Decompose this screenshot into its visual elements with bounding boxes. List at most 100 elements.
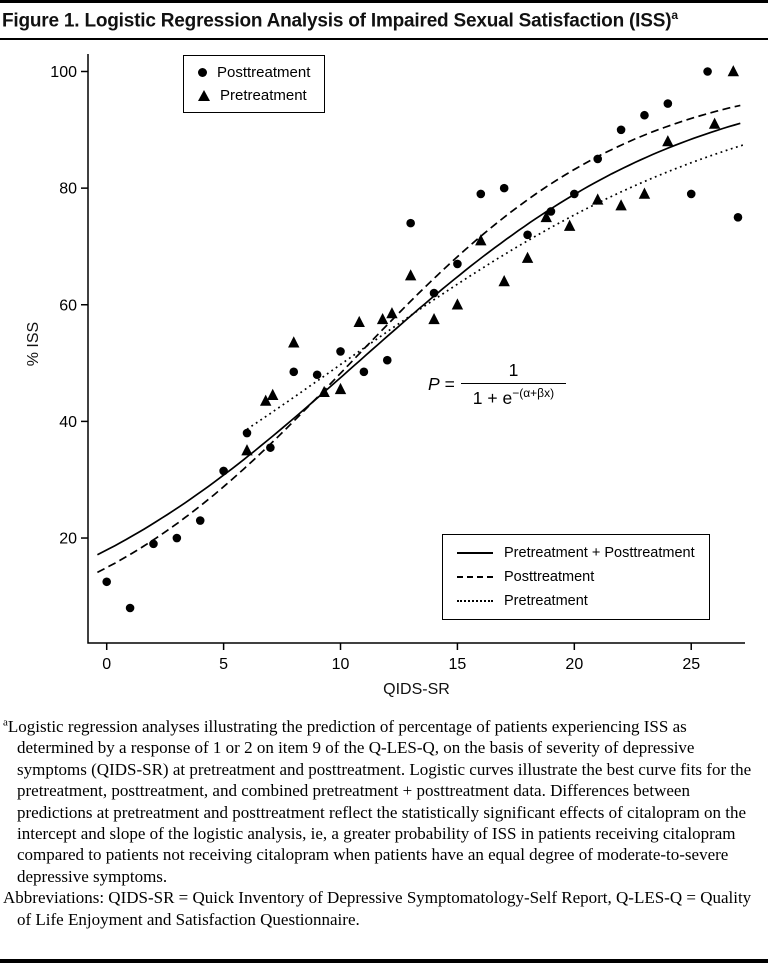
posttreatment-point	[476, 189, 486, 199]
posttreatment-point	[312, 370, 322, 380]
x-tick-label: 10	[332, 656, 350, 673]
dotted-line-icon	[457, 600, 493, 602]
marker-legend-row-posttreatment: Posttreatment	[198, 64, 310, 81]
pretreatment-point	[288, 336, 300, 348]
posttreatment-point	[149, 539, 158, 549]
marker-legend-label: Posttreatment	[217, 64, 311, 81]
line-legend-label: Pretreatment + Posttreatment	[504, 545, 695, 561]
x-tick-label: 15	[449, 656, 467, 673]
formula-denominator-base: 1 + e	[472, 387, 513, 408]
posttreatment-point	[663, 99, 673, 108]
formula-denominator: 1 + e−(α+βx)	[467, 384, 560, 409]
marker-legend: Posttreatment Pretreatment	[183, 55, 326, 113]
line-legend-row-combined: Pretreatment + Posttreatment	[457, 545, 695, 561]
pretreatment-point	[708, 117, 721, 129]
pretreatment-point	[241, 444, 253, 456]
footnote: aLogistic regression analyses illustrati…	[3, 716, 765, 930]
pretreatment-point	[386, 307, 398, 319]
posttreatment-point	[733, 212, 743, 222]
posttreatment-point	[593, 154, 603, 164]
curve-dashed	[97, 104, 741, 574]
x-tick-label: 20	[565, 656, 583, 673]
formula-equals: =	[444, 373, 455, 394]
y-tick-label: 60	[59, 297, 77, 314]
pretreatment-point	[498, 275, 510, 287]
posttreatment-point	[499, 183, 509, 193]
posttreatment-point	[703, 67, 712, 76]
formula-exponent: −(α+βx)	[512, 386, 555, 400]
posttreatment-point	[616, 125, 626, 135]
posttreatment-point	[429, 288, 439, 298]
posttreatment-point	[172, 533, 182, 543]
y-tick-label: 20	[59, 531, 77, 548]
pretreatment-point	[662, 135, 674, 147]
x-axis-label: QIDS-SR	[383, 681, 450, 698]
posttreatment-point	[125, 603, 135, 613]
footnote-body: Logistic regression analyses illustratin…	[7, 717, 752, 886]
line-legend-row-posttreatment: Posttreatment	[457, 569, 695, 585]
posttreatment-point	[523, 230, 532, 240]
triangle-marker-icon	[198, 90, 210, 101]
line-legend-label: Pretreatment	[504, 593, 588, 609]
pretreatment-point	[267, 388, 279, 400]
curve-dotted	[246, 143, 745, 430]
pretreatment-point	[727, 65, 740, 77]
pretreatment-point	[318, 385, 330, 398]
line-legend-row-pretreatment: Pretreatment	[457, 593, 695, 609]
bottom-rule	[0, 959, 768, 963]
posttreatment-point	[686, 189, 696, 199]
posttreatment-point	[266, 443, 275, 452]
posttreatment-point	[359, 367, 369, 377]
posttreatment-point	[289, 367, 299, 377]
marker-legend-row-pretreatment: Pretreatment	[198, 87, 310, 104]
dashed-line-icon	[457, 576, 493, 578]
formula-p: P	[428, 373, 440, 394]
top-rule	[0, 0, 768, 3]
abbreviations-body: Abbreviations: QIDS-SR = Quick Inventory…	[3, 888, 752, 929]
posttreatment-point	[640, 110, 649, 120]
posttreatment-point	[336, 347, 345, 356]
figure-title-text: Figure 1. Logistic Regression Analysis o…	[2, 10, 672, 32]
line-legend-label: Posttreatment	[504, 569, 595, 585]
formula-fraction: 1 1 + e−(α+βx)	[460, 360, 567, 409]
figure-title-superscript: a	[671, 8, 678, 22]
y-tick-label: 100	[50, 64, 77, 81]
posttreatment-point	[242, 428, 252, 438]
pretreatment-point	[353, 315, 365, 328]
posttreatment-point	[453, 259, 462, 269]
axes	[87, 54, 745, 644]
pretreatment-point	[521, 251, 534, 263]
abbreviations-text: Abbreviations: QIDS-SR = Quick Inventory…	[3, 887, 765, 930]
y-tick-label: 40	[59, 414, 77, 431]
y-tick-label: 80	[59, 181, 77, 198]
footnote-marker: a	[3, 716, 8, 729]
solid-line-icon	[457, 552, 493, 554]
x-tick-label: 25	[682, 656, 700, 673]
posttreatment-point	[570, 189, 579, 199]
line-legend: Pretreatment + Posttreatment Posttreatme…	[442, 534, 710, 620]
posttreatment-point	[195, 516, 205, 525]
x-tick-label: 0	[102, 656, 111, 673]
pretreatment-point	[563, 219, 576, 231]
posttreatment-point	[406, 218, 415, 228]
pretreatment-point	[475, 234, 487, 246]
title-rule	[0, 38, 768, 40]
pretreatment-point	[334, 382, 347, 395]
posttreatment-point	[102, 577, 112, 587]
pretreatment-point	[404, 269, 417, 281]
posttreatment-point	[219, 466, 228, 476]
pretreatment-point	[592, 193, 604, 205]
pretreatment-point	[376, 312, 389, 325]
x-tick-label: 5	[219, 656, 228, 673]
y-axis-label: % ISS	[25, 321, 42, 367]
pretreatment-point	[259, 394, 272, 406]
pretreatment-point	[540, 210, 552, 223]
posttreatment-point	[382, 355, 392, 365]
pretreatment-point	[638, 187, 651, 199]
marker-legend-label: Pretreatment	[220, 87, 307, 104]
scatter-plot: 0 5 10 15 20 25 20 40 60 80 100	[50, 54, 745, 673]
curve-solid	[97, 122, 741, 556]
figure-title: Figure 1. Logistic Regression Analysis o…	[2, 8, 766, 32]
pretreatment-point	[451, 298, 464, 310]
